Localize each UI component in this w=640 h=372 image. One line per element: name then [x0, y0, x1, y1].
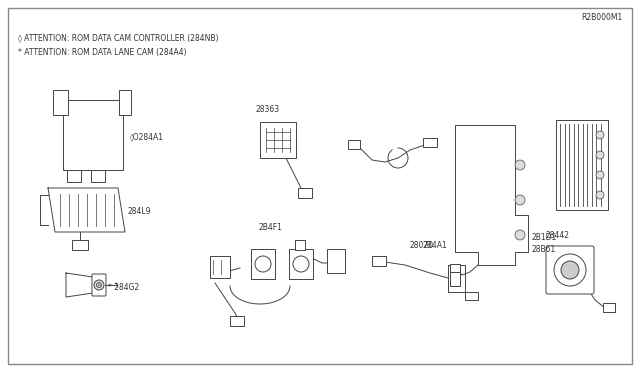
- FancyBboxPatch shape: [450, 272, 460, 286]
- Text: 28B61: 28B61: [532, 246, 556, 254]
- Text: ◊O284A1: ◊O284A1: [130, 132, 164, 141]
- FancyBboxPatch shape: [230, 316, 244, 326]
- FancyBboxPatch shape: [423, 138, 437, 147]
- Circle shape: [255, 256, 271, 272]
- Circle shape: [515, 230, 525, 240]
- Circle shape: [515, 195, 525, 205]
- Text: R2B000M1: R2B000M1: [580, 13, 622, 22]
- Circle shape: [561, 261, 579, 279]
- Text: * ATTENTION: ROM DATA LANE CAM (284A4): * ATTENTION: ROM DATA LANE CAM (284A4): [18, 48, 187, 57]
- FancyBboxPatch shape: [67, 170, 81, 182]
- Circle shape: [94, 280, 104, 290]
- FancyBboxPatch shape: [210, 256, 230, 278]
- Circle shape: [596, 151, 604, 159]
- Circle shape: [596, 131, 604, 139]
- FancyBboxPatch shape: [372, 256, 386, 266]
- FancyBboxPatch shape: [603, 303, 615, 312]
- Polygon shape: [455, 125, 528, 265]
- Circle shape: [596, 171, 604, 179]
- FancyBboxPatch shape: [289, 249, 313, 279]
- FancyBboxPatch shape: [92, 274, 106, 296]
- Circle shape: [515, 160, 525, 170]
- FancyBboxPatch shape: [546, 246, 594, 294]
- FancyBboxPatch shape: [556, 120, 608, 210]
- FancyBboxPatch shape: [450, 264, 460, 272]
- Text: 2B1D1: 2B1D1: [532, 234, 557, 243]
- FancyBboxPatch shape: [72, 240, 88, 250]
- Text: 2B4F1: 2B4F1: [258, 224, 282, 232]
- Polygon shape: [448, 265, 478, 300]
- Circle shape: [596, 191, 604, 199]
- Text: 28442: 28442: [546, 231, 570, 240]
- Circle shape: [97, 282, 102, 288]
- Polygon shape: [66, 273, 93, 297]
- Polygon shape: [48, 188, 125, 232]
- Circle shape: [293, 256, 309, 272]
- Text: * 284G2: * 284G2: [108, 282, 140, 292]
- FancyBboxPatch shape: [348, 140, 360, 149]
- Circle shape: [554, 254, 586, 286]
- FancyBboxPatch shape: [63, 100, 123, 170]
- Text: 2B4A1: 2B4A1: [422, 241, 447, 250]
- FancyBboxPatch shape: [295, 240, 305, 250]
- FancyBboxPatch shape: [119, 90, 131, 115]
- Text: 28070: 28070: [410, 241, 434, 250]
- Text: 284L9: 284L9: [127, 208, 150, 217]
- FancyBboxPatch shape: [298, 188, 312, 198]
- Text: 28363: 28363: [256, 106, 280, 115]
- FancyBboxPatch shape: [91, 170, 105, 182]
- FancyBboxPatch shape: [327, 249, 345, 273]
- FancyBboxPatch shape: [251, 249, 275, 279]
- FancyBboxPatch shape: [260, 122, 296, 158]
- FancyBboxPatch shape: [53, 90, 68, 115]
- Text: ◊ ATTENTION: ROM DATA CAM CONTROLLER (284NB): ◊ ATTENTION: ROM DATA CAM CONTROLLER (28…: [18, 33, 218, 42]
